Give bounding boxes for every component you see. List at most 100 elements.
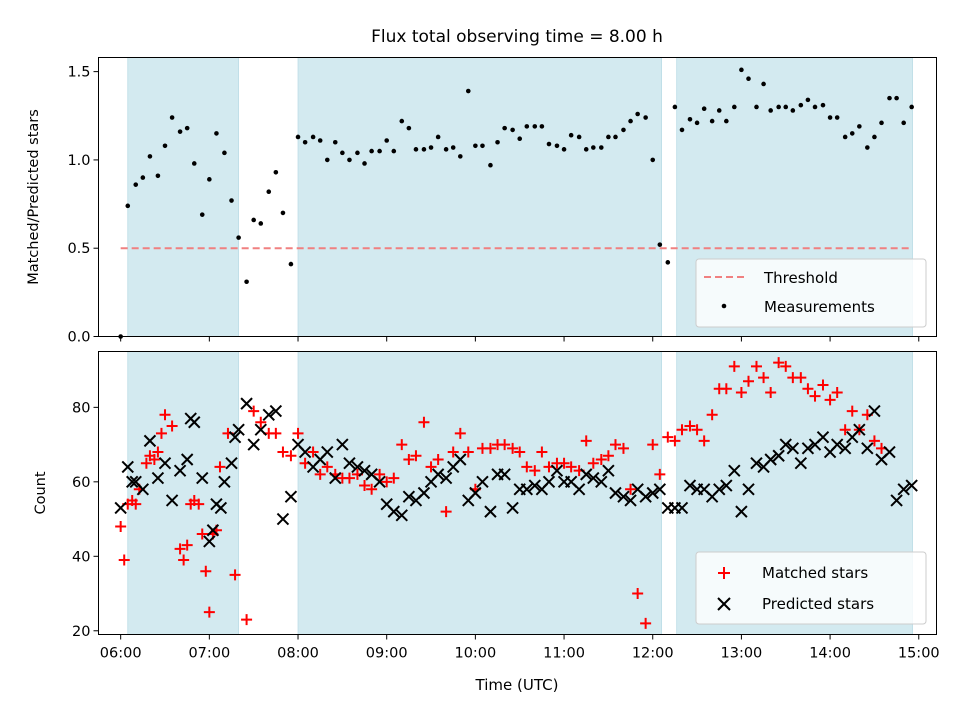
- data-point: [369, 148, 374, 154]
- data-point: [599, 145, 604, 150]
- data-point: [206, 524, 220, 537]
- data-point: [480, 143, 485, 149]
- data-point: [643, 115, 648, 120]
- data-point: [675, 501, 689, 515]
- data-point: [613, 134, 618, 140]
- data-point: [143, 434, 157, 448]
- y-tick-label: 20: [72, 624, 90, 640]
- data-point: [750, 457, 763, 470]
- data-point: [827, 115, 833, 120]
- data-point: [809, 390, 821, 402]
- data-point: [162, 143, 168, 149]
- data-point: [510, 127, 515, 133]
- data-point: [351, 460, 364, 474]
- data-point: [625, 483, 637, 495]
- observing-window: [127, 57, 240, 337]
- data-point: [872, 134, 877, 140]
- data-point: [801, 442, 815, 455]
- x-tick-label: 08:00: [277, 646, 319, 662]
- data-point: [735, 505, 748, 518]
- data-point: [336, 438, 349, 451]
- x-tick-label: 11:00: [543, 646, 585, 662]
- x-tick-label: 15:00: [898, 646, 940, 662]
- y-tick-label: 0.5: [67, 241, 90, 257]
- data-point: [469, 486, 482, 500]
- data-point: [532, 124, 538, 129]
- x-tick-label: 12:00: [632, 646, 674, 662]
- data-point: [355, 150, 360, 156]
- data-point: [609, 486, 622, 500]
- data-point: [276, 512, 290, 526]
- data-point: [403, 453, 415, 465]
- data-point: [147, 154, 153, 159]
- data-point: [650, 157, 656, 163]
- data-point: [606, 134, 611, 140]
- data-point: [653, 483, 667, 496]
- top-axes-frame: [98, 57, 937, 337]
- data-point: [746, 76, 751, 81]
- data-point: [539, 124, 545, 129]
- data-point: [772, 449, 785, 462]
- data-point: [831, 386, 843, 398]
- data-point: [196, 471, 209, 485]
- data-point: [846, 405, 858, 417]
- bottom-legend-box: [695, 551, 927, 625]
- data-point: [307, 446, 319, 458]
- data-point: [536, 446, 548, 458]
- data-point: [214, 461, 226, 473]
- data-point: [241, 614, 253, 626]
- data-point: [824, 394, 836, 406]
- data-point: [465, 88, 471, 94]
- data-point: [431, 468, 445, 481]
- data-point: [214, 501, 228, 515]
- data-point: [816, 430, 830, 444]
- data-point: [617, 490, 630, 503]
- data-point: [849, 131, 855, 136]
- legend-matched-swatch: [718, 567, 730, 579]
- bottom-panel: 20 40 60 80 06:00 07:00 08:00 09:00 10:00 11:00 1…: [33, 351, 940, 694]
- data-point: [248, 405, 260, 417]
- data-point: [709, 118, 715, 124]
- data-point: [225, 457, 238, 470]
- data-point: [887, 95, 892, 101]
- data-point: [298, 445, 312, 459]
- data-point: [639, 490, 652, 503]
- data-point: [728, 360, 740, 372]
- data-point: [347, 157, 352, 163]
- data-point: [868, 404, 881, 418]
- data-point: [391, 148, 397, 154]
- data-point: [443, 147, 449, 152]
- data-point: [853, 423, 866, 436]
- top-legend-box: [695, 258, 927, 328]
- x-tick-label: 14:00: [809, 646, 851, 662]
- data-point: [222, 150, 227, 156]
- data-point: [454, 427, 466, 439]
- data-point: [583, 147, 589, 152]
- data-point: [387, 505, 401, 518]
- data-point: [735, 386, 747, 398]
- data-point: [177, 129, 183, 134]
- data-point: [646, 486, 659, 500]
- data-point: [565, 461, 577, 473]
- data-point: [174, 543, 186, 555]
- bottom-x-axis: 06:00 07:00 08:00 09:00 10:00 11:00 12:00 13:00…: [100, 634, 940, 662]
- data-point: [374, 468, 386, 480]
- x-tick-label: 06:00: [100, 646, 142, 662]
- data-point: [373, 475, 386, 489]
- data-point: [317, 138, 323, 143]
- observing-window: [297, 351, 663, 635]
- legend-measurements-label: Measurements: [764, 298, 875, 316]
- legend-predicted-label: Predicted stars: [762, 595, 874, 613]
- data-point: [236, 235, 241, 240]
- series-matched-stars: [115, 357, 888, 629]
- data-point: [742, 483, 755, 496]
- data-point: [657, 242, 663, 247]
- data-point: [502, 125, 507, 131]
- data-point: [580, 468, 593, 481]
- data-point: [706, 409, 718, 421]
- data-point: [310, 134, 316, 140]
- data-point: [624, 494, 637, 507]
- data-point: [377, 148, 382, 154]
- data-point: [773, 357, 785, 369]
